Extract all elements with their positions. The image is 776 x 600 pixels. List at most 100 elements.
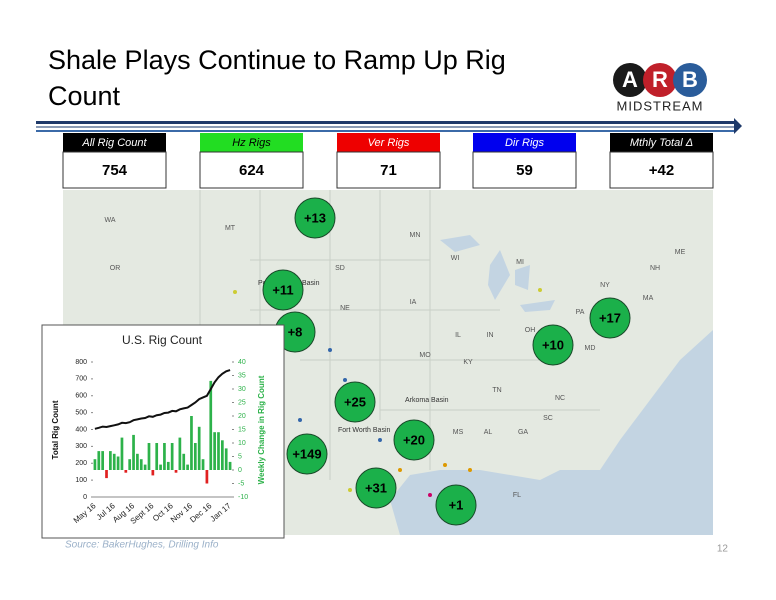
- bubble-label: +31: [365, 480, 387, 495]
- basin-label: Fort Worth Basin: [338, 427, 390, 434]
- state-label: GA: [518, 429, 528, 436]
- bubble-label: +8: [288, 324, 303, 339]
- stat-value: 59: [516, 162, 533, 179]
- map-border: [199, 190, 600, 480]
- bubble-label: +11: [272, 282, 293, 297]
- bar: [213, 432, 216, 470]
- state-label: PA: [576, 309, 585, 316]
- rig-dot: [443, 463, 447, 467]
- source: Source: BakerHughes, Drilling Info: [65, 540, 219, 551]
- chart-title: U.S. Rig Count: [122, 333, 203, 347]
- stat-box: [336, 151, 441, 189]
- y-tick-label: 800: [75, 359, 87, 366]
- rig-dot: [233, 290, 237, 294]
- bubble: [532, 324, 574, 366]
- y2-tick-label: 20: [238, 413, 246, 420]
- bar: [116, 456, 120, 470]
- stats: All Rig Count 754 Hz Rigs 624 Ver Rigs 71 Dir …: [62, 133, 714, 189]
- bar: [228, 461, 232, 470]
- chart-frame: [41, 324, 285, 539]
- y2-tick-label: 0: [238, 467, 242, 474]
- bubble: [262, 269, 304, 311]
- bar: [166, 461, 170, 470]
- y2-tick-label: 5: [238, 453, 242, 460]
- state-label: AL: [484, 429, 493, 436]
- bar: [178, 437, 182, 470]
- state-label: MT: [225, 225, 236, 232]
- state-label: MI: [516, 259, 524, 266]
- bar: [124, 470, 128, 473]
- bar: [128, 459, 132, 470]
- stat-box: [199, 151, 304, 189]
- y-tick-label: 500: [75, 409, 87, 416]
- bar: [186, 464, 189, 470]
- bar: [151, 470, 155, 476]
- y-tick-label: 0: [83, 494, 87, 501]
- divider-arrow: [734, 118, 742, 134]
- stat-header: [337, 133, 440, 152]
- logo-letter: R: [652, 67, 668, 92]
- stat-label: All Rig Count: [81, 137, 147, 149]
- bubble-label: +13: [304, 210, 326, 225]
- rig-dot: [298, 418, 302, 422]
- stat-box: [609, 151, 714, 189]
- state-label: IA: [410, 299, 417, 306]
- stat-box: [62, 151, 167, 189]
- state-label: MO: [419, 352, 431, 359]
- bar: [205, 470, 209, 484]
- rig-dot: [343, 378, 347, 382]
- stat-header: [63, 133, 166, 152]
- map-lake: [440, 235, 555, 312]
- y-tick-label: 200: [75, 460, 87, 467]
- rig-dot: [428, 493, 432, 497]
- bar: [197, 426, 201, 470]
- bar: [132, 434, 135, 470]
- bar: [193, 443, 197, 470]
- bar: [105, 470, 108, 479]
- logo-subtitle: MIDSTREAM: [617, 98, 704, 113]
- stat-label: Hz Rigs: [232, 137, 271, 149]
- logo-letter: B: [682, 67, 698, 92]
- state-label: NY: [600, 282, 610, 289]
- state-label: MD: [585, 345, 596, 352]
- y2-tick-label: 15: [238, 426, 246, 433]
- bar: [170, 443, 174, 470]
- y-tick-label: 400: [75, 426, 87, 433]
- y2-axis-title: Weekly Change in Rig Count: [257, 375, 266, 484]
- bubble-label: +149: [292, 446, 321, 461]
- logo-letter: A: [622, 67, 638, 92]
- bar: [120, 437, 124, 470]
- state-label: ME: [675, 249, 686, 256]
- rig-dot: [348, 488, 352, 492]
- bubble-label: +25: [344, 394, 366, 409]
- bar: [93, 459, 97, 470]
- map-labels: WA OR MT SD MN WI MI NE IA IL IN OH MO KY TN NC SC AL GA MS…: [104, 197, 686, 526]
- map-water: [390, 330, 713, 535]
- bubble: [355, 467, 397, 509]
- rig-dot: [468, 468, 472, 472]
- divider-line: [36, 130, 736, 132]
- state-label: IL: [455, 332, 461, 339]
- y2-tick-label: 10: [238, 440, 246, 447]
- bubble: [334, 381, 376, 423]
- page-number: 12: [717, 544, 729, 555]
- basin-label: Arkoma Basin: [405, 397, 449, 404]
- state-label: SC: [543, 415, 553, 422]
- stat-header: [473, 133, 576, 152]
- bar: [201, 459, 205, 470]
- bar: [174, 470, 178, 473]
- bar: [163, 443, 166, 470]
- rig-dot: [398, 468, 402, 472]
- stat-label: Mthly Total Δ: [630, 137, 693, 149]
- y-axis-title: Total Rig Count: [51, 400, 60, 459]
- state-label: KY: [463, 359, 473, 366]
- state-label: IN: [487, 332, 494, 339]
- stat-value: 754: [102, 162, 128, 179]
- y2-tick-label: 40: [238, 359, 246, 366]
- state-label: NH: [650, 265, 660, 272]
- bubble: [435, 484, 477, 526]
- y2-tick-label: 25: [238, 399, 246, 406]
- bubble: [589, 297, 631, 339]
- inset-chart: U.S. Rig Count Total Rig Count Weekly Ch…: [41, 324, 285, 539]
